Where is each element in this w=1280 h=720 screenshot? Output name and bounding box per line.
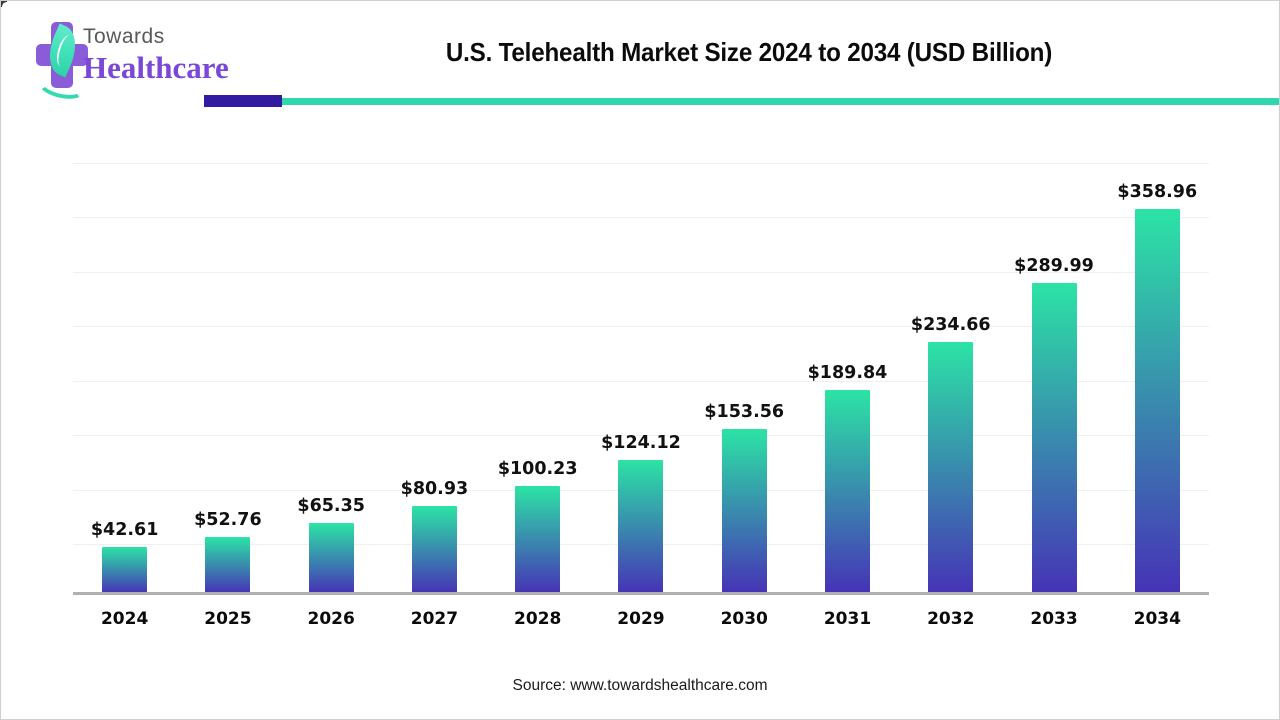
medical-cross-leaf-icon xyxy=(36,22,88,103)
x-tick-label-2029: 2029 xyxy=(617,609,665,629)
x-tick-label-2030: 2030 xyxy=(720,609,768,629)
x-tick-label-2027: 2027 xyxy=(410,609,459,629)
gridline xyxy=(73,217,1209,218)
window-corner-artifact xyxy=(1,1,7,7)
bar-2031 xyxy=(824,390,870,593)
bar-slot-2031: $189.84 xyxy=(796,363,899,593)
divider-accent-bar xyxy=(204,95,282,107)
bar-slot-2029: $124.12 xyxy=(589,433,692,593)
bar-value-label: $80.93 xyxy=(400,479,469,499)
bar-2029 xyxy=(618,460,664,593)
gridline xyxy=(73,271,1209,273)
bar-2026 xyxy=(308,523,354,593)
bar-2028 xyxy=(515,486,561,593)
bar-2027 xyxy=(411,506,457,593)
gridline xyxy=(73,435,1209,436)
bar-2025 xyxy=(205,537,251,593)
bar-slot-2034: $358.96 xyxy=(1106,182,1209,593)
bar-chart-plot-area: $42.61 $52.76 $65.35 $80.93 $100.23 $124.12 $1… xyxy=(73,151,1209,595)
bar-value-label: $100.23 xyxy=(497,459,578,479)
gridline xyxy=(73,326,1209,327)
bar-slot-2033: $289.99 xyxy=(1002,256,1105,593)
x-axis-line xyxy=(73,592,1209,595)
chart-title: U.S. Telehealth Market Size 2024 to 2034… xyxy=(445,37,1053,67)
x-tick-label-2032: 2032 xyxy=(927,609,975,629)
bars-row: $42.61 $52.76 $65.35 $80.93 $100.23 $124.12 $1… xyxy=(73,151,1209,593)
bar-slot-2025: $52.76 xyxy=(176,510,279,593)
gridline xyxy=(73,162,1209,164)
bar-2034 xyxy=(1134,209,1180,593)
x-tick-label-2031: 2031 xyxy=(823,609,872,629)
x-tick-label-2028: 2028 xyxy=(514,609,562,629)
logo-text: Towards Healthcare xyxy=(83,26,229,83)
bar-slot-2027: $80.93 xyxy=(383,479,486,593)
bar-value-label: $65.35 xyxy=(297,496,365,516)
bar-slot-2032: $234.66 xyxy=(899,315,1002,593)
bar-value-label: $234.66 xyxy=(910,315,991,335)
source-caption: Source: www.towardshealthcare.com xyxy=(512,677,768,694)
logo-word-healthcare: Healthcare xyxy=(83,50,229,85)
bar-value-label: $358.96 xyxy=(1117,182,1198,202)
x-tick-label-2024: 2024 xyxy=(100,609,149,629)
x-tick-label-2034: 2034 xyxy=(1133,609,1181,629)
bar-2033 xyxy=(1031,283,1077,593)
bar-value-label: $189.84 xyxy=(807,363,888,383)
divider-line xyxy=(282,98,1279,105)
x-axis-tick-labels: 2024 2025 2026 2027 2028 2029 2030 2031 2032 2033… xyxy=(73,609,1209,629)
bar-slot-2026: $65.35 xyxy=(280,496,383,593)
gridline xyxy=(73,380,1209,382)
bar-2024 xyxy=(102,547,148,593)
x-tick-label-2026: 2026 xyxy=(307,609,355,629)
bar-value-label: $42.61 xyxy=(90,520,159,540)
bar-value-label: $52.76 xyxy=(194,510,262,530)
bar-slot-2030: $153.56 xyxy=(693,402,796,593)
title-container: U.S. Telehealth Market Size 2024 to 2034… xyxy=(231,37,1267,68)
bar-value-label: $124.12 xyxy=(601,433,681,453)
bar-slot-2024: $42.61 xyxy=(73,520,176,593)
x-tick-label-2025: 2025 xyxy=(204,609,252,629)
bar-value-label: $289.99 xyxy=(1014,256,1094,276)
x-tick-label-2033: 2033 xyxy=(1030,609,1078,629)
bar-2032 xyxy=(928,342,974,593)
bar-slot-2028: $100.23 xyxy=(486,459,589,593)
bar-value-label: $153.56 xyxy=(704,402,785,422)
bar-2030 xyxy=(721,429,767,593)
logo-word-towards: Towards xyxy=(83,25,165,48)
